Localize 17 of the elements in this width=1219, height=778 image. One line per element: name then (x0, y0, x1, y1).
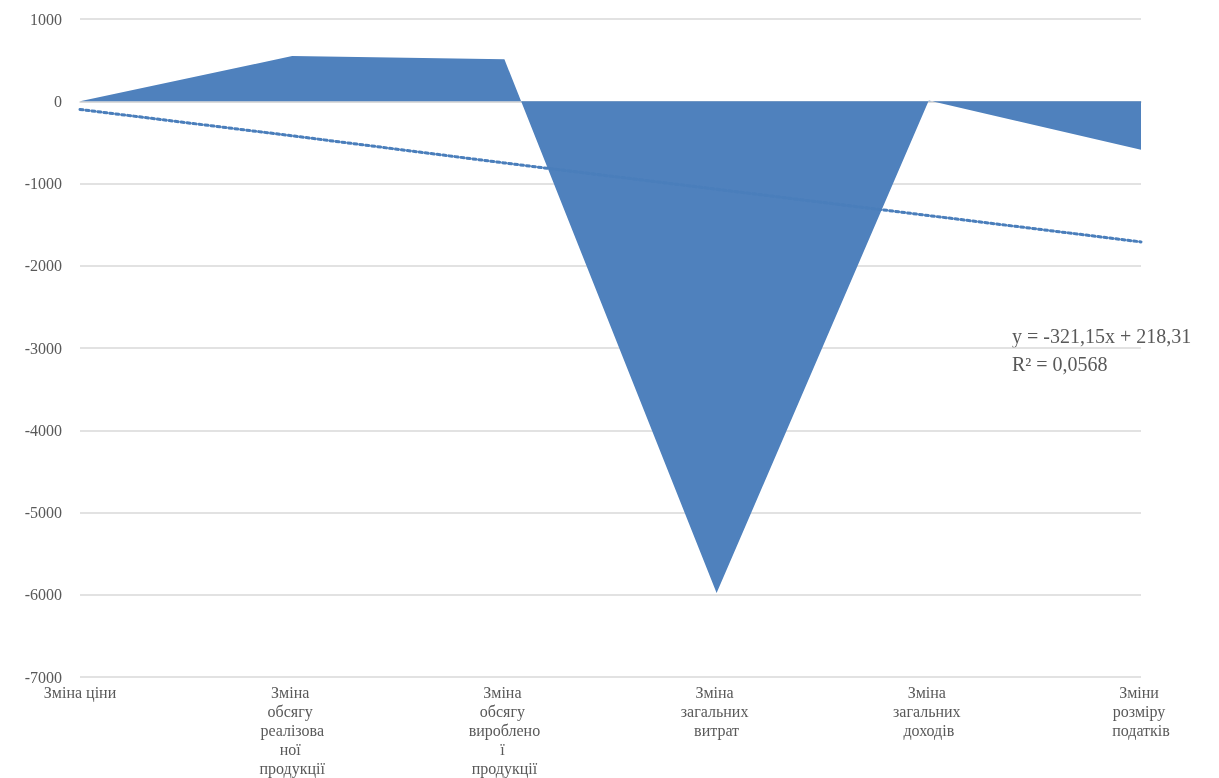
x-tick-label: Зміна загальних доходів (892, 684, 965, 740)
y-tick-label: -2000 (24, 257, 62, 275)
y-tick-label: -1000 (24, 175, 62, 192)
annotation: y = -321,15x + 218,31 (1012, 325, 1192, 348)
y-tick-label: 1000 (30, 10, 62, 28)
annotation: R² = 0,0568 (1012, 353, 1108, 375)
x-tick-label: Зміна ціни (43, 684, 117, 702)
y-tick-label: -6000 (24, 586, 62, 604)
y-tick-label: -5000 (24, 504, 62, 521)
y-tick-label: 0 (54, 92, 62, 110)
y-tick-label: -4000 (24, 421, 62, 439)
x-tick-label: Зміни розміру податків (1112, 684, 1171, 740)
x-tick-label: Зміна загальних витрат (680, 684, 753, 740)
x-tick-label: Зміна обсягу виробленої продукції (468, 684, 541, 778)
y-tick-label: -7000 (24, 668, 62, 686)
x-tick-label: Зміна обсягу реалізованої продукції (259, 684, 326, 778)
y-tick-label: -3000 (24, 339, 62, 357)
